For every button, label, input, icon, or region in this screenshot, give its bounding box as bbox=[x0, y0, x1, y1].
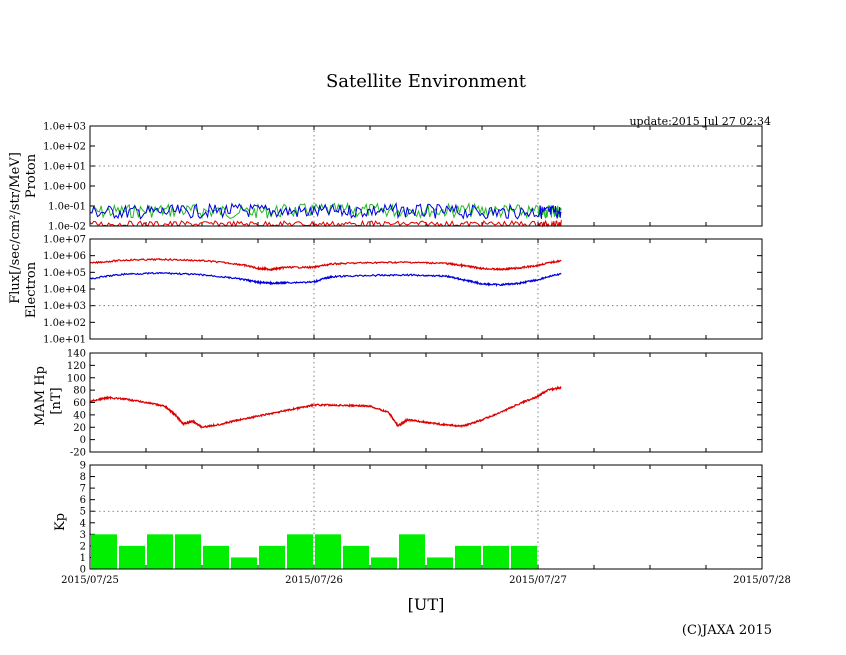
electron-panel: 1.0e+01 1.0e+02 1.0e+03 1.0e+04 1.0e+05 1.0e+… bbox=[43, 235, 763, 346]
kp-bar bbox=[91, 534, 117, 569]
copyright: (C)JAXA 2015 bbox=[682, 623, 772, 638]
mam_hp-ytick-label: 40 bbox=[73, 410, 86, 421]
kp-bar bbox=[399, 534, 425, 569]
kp-bar bbox=[287, 534, 313, 569]
mam_hp-ytick-label: 140 bbox=[67, 349, 86, 360]
flux-axis-label: Flux[/sec/cm²/str/MeV] bbox=[8, 152, 23, 304]
kp-ytick-label: 9 bbox=[80, 461, 86, 472]
panels: 1.0e-021.0e-011.0e+001.0e+011.0e+021.0e+… bbox=[43, 122, 791, 587]
x-tick-label: 2015/07/28 bbox=[733, 575, 791, 586]
kp-bar bbox=[427, 557, 453, 569]
mam-hp-unit-label: [nT] bbox=[49, 387, 64, 414]
chart-title: Satellite Environment bbox=[326, 71, 527, 92]
proton-axis-label: Proton bbox=[24, 153, 39, 198]
mam_hp-ytick-label: 80 bbox=[73, 386, 86, 397]
kp-ytick-label: 6 bbox=[80, 495, 86, 506]
kp-bar bbox=[455, 545, 481, 569]
proton-ytick-label: 1.0e+03 bbox=[43, 122, 86, 133]
mam_hp-series-Hp bbox=[89, 385, 562, 430]
kp-bar bbox=[315, 534, 341, 569]
kp-ytick-label: 5 bbox=[80, 507, 86, 518]
kp-bar bbox=[147, 534, 173, 569]
electron-frame bbox=[89, 238, 763, 340]
kp-bar bbox=[343, 545, 369, 569]
kp-bar bbox=[231, 557, 257, 569]
kp-ytick-label: 7 bbox=[80, 484, 86, 495]
electron-axis-label: Electron bbox=[24, 261, 39, 318]
x-axis-label: [UT] bbox=[408, 595, 445, 614]
electron-ytick-label: 1.0e+01 bbox=[43, 335, 86, 346]
electron-ytick-label: 1.0e+03 bbox=[43, 301, 86, 312]
electron-ytick-label: 1.0e+06 bbox=[43, 251, 86, 262]
electron-ytick-label: 1.0e+04 bbox=[43, 285, 86, 296]
kp-bar bbox=[175, 534, 201, 569]
kp-axis-label: Kp bbox=[53, 513, 68, 531]
kp-bar bbox=[483, 545, 509, 569]
mam_hp-ytick-label: 20 bbox=[73, 423, 86, 434]
kp-ytick-label: 4 bbox=[80, 518, 86, 529]
kp-ytick-label: 8 bbox=[80, 472, 86, 483]
kp-frame bbox=[89, 464, 763, 570]
kp-ytick-label: 1 bbox=[80, 553, 86, 564]
proton-panel: 1.0e-02 1.0e-01 1.0e+00 1.0e+01 1.0e+02 1.0e+… bbox=[43, 122, 763, 233]
x-tick-label: 2015/07/25 bbox=[61, 575, 119, 586]
proton-series-blue bbox=[89, 202, 562, 220]
mam_hp-ytick-label: 120 bbox=[67, 361, 86, 372]
kp-bar bbox=[511, 545, 537, 569]
kp-ytick-label: 2 bbox=[80, 541, 86, 552]
kp-ytick-label: 0 bbox=[80, 565, 86, 576]
electron-ytick-label: 1.0e+05 bbox=[43, 268, 86, 279]
mam-hp-axis-label: MAM Hp bbox=[33, 366, 48, 426]
x-tick-label: 2015/07/26 bbox=[285, 575, 343, 586]
electron-series-red bbox=[89, 257, 562, 272]
mam_hp-ytick-label: 60 bbox=[73, 398, 86, 409]
proton-ytick-label: 1.0e-01 bbox=[48, 202, 86, 213]
mam_hp-frame bbox=[89, 352, 763, 453]
kp-bar bbox=[259, 545, 285, 569]
electron-ytick-label: 1.0e+02 bbox=[43, 318, 86, 329]
kp-bar bbox=[203, 545, 229, 569]
electron-series-blue bbox=[89, 271, 562, 288]
kp-bar bbox=[371, 557, 397, 569]
update-timestamp: update:2015 Jul 27 02:34 bbox=[629, 115, 771, 128]
proton-ytick-label: 1.0e+00 bbox=[43, 182, 86, 193]
kp-bar bbox=[119, 545, 145, 569]
proton-frame bbox=[89, 125, 763, 227]
mam_hp-ytick-label: -20 bbox=[70, 448, 86, 459]
proton-ytick-label: 1.0e-02 bbox=[48, 222, 86, 233]
proton-series-red bbox=[89, 219, 562, 228]
mam_hp-ytick-label: 100 bbox=[67, 373, 86, 384]
proton-ytick-label: 1.0e+01 bbox=[43, 162, 86, 173]
mam_hp-ytick-label: 0 bbox=[80, 435, 86, 446]
proton-ytick-label: 1.0e+02 bbox=[43, 142, 86, 153]
x-tick-label: 2015/07/27 bbox=[509, 575, 567, 586]
electron-ytick-label: 1.0e+07 bbox=[43, 235, 86, 246]
kp-ytick-label: 3 bbox=[80, 530, 86, 541]
